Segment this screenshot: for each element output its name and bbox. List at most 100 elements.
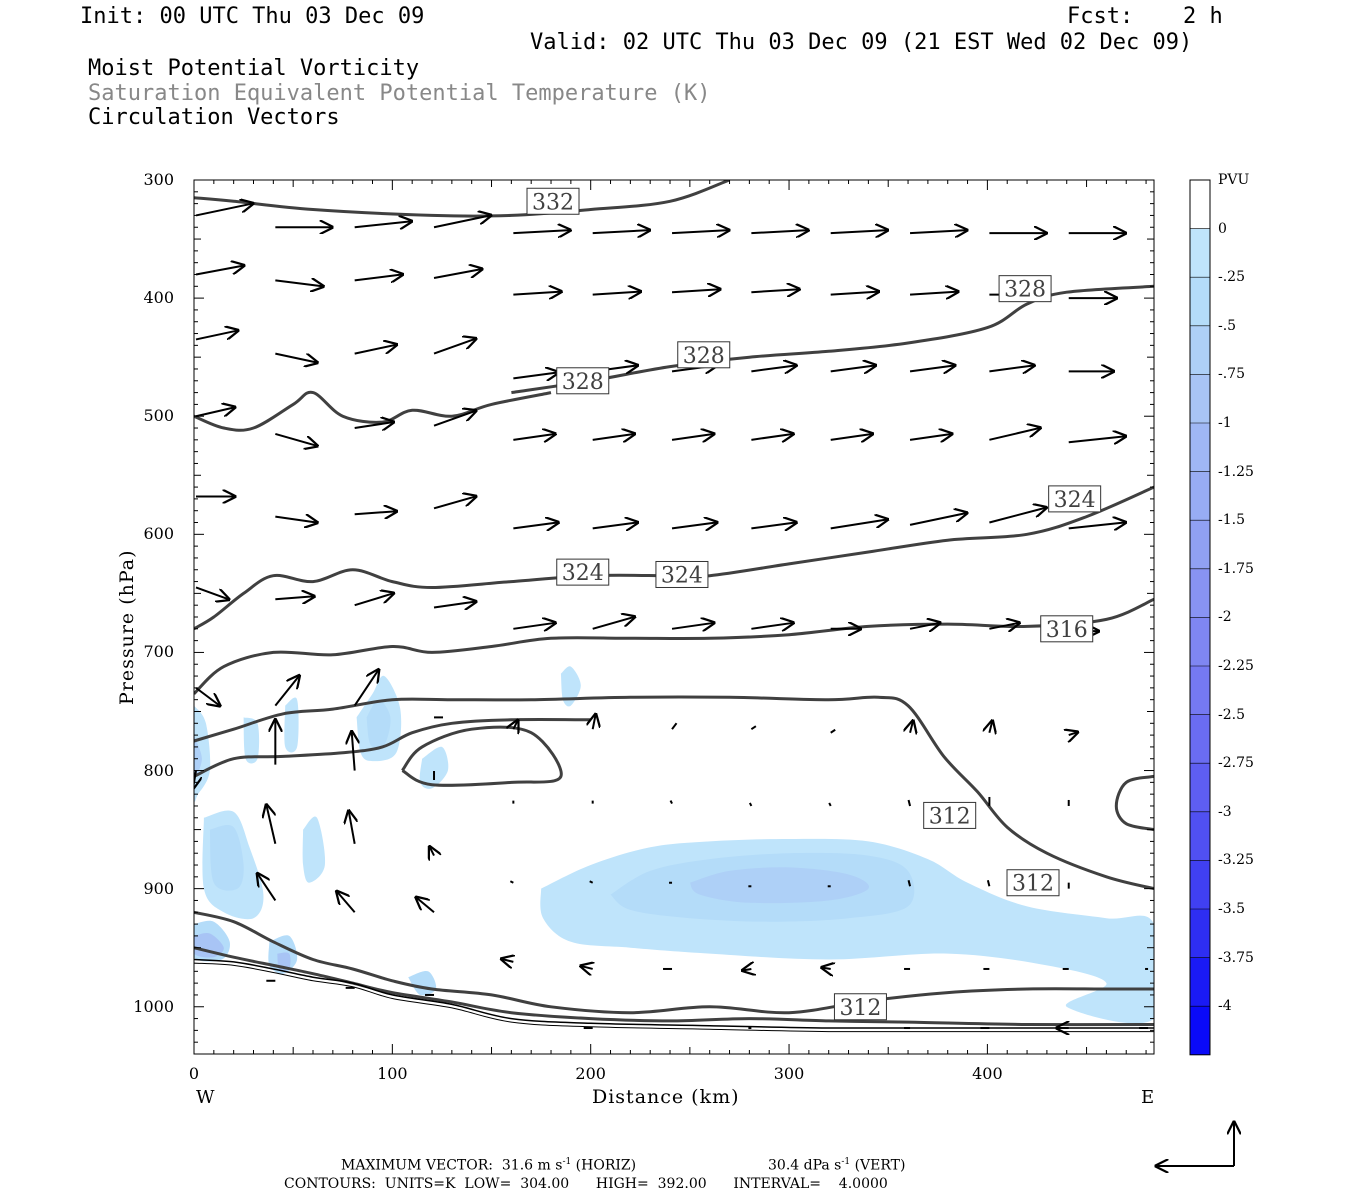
horiz-unit-exp: -1 [562, 1157, 572, 1167]
colorbar [1189, 179, 1211, 1056]
circulation-vector [909, 292, 958, 295]
contour-label-box [1040, 615, 1094, 643]
circulation-vector [989, 428, 1040, 441]
colorbar-label: -.25 [1218, 269, 1245, 286]
colorbar-swatch [1190, 325, 1210, 375]
mpv-region [366, 699, 391, 748]
mpv-region [689, 867, 870, 904]
x-tick-label: 100 [377, 1064, 408, 1083]
west-label: W [196, 1087, 215, 1108]
circulation-vector [195, 265, 244, 276]
y-tick-label: 400 [143, 288, 174, 308]
vert-vector-line: 30.4 dPa s-1 (VERT) [768, 1157, 905, 1174]
horiz-tag: (HORIZ) [575, 1157, 637, 1174]
circulation-vector [433, 269, 482, 280]
reference-vector-icon [1156, 1122, 1234, 1166]
circulation-vector [433, 215, 491, 229]
colorbar-swatch [1190, 568, 1210, 618]
circulation-vector [909, 434, 952, 440]
colorbar-swatch [1190, 617, 1210, 666]
colorbar-swatch [1190, 714, 1210, 764]
legend-theta-es: Saturation Equivalent Potential Temperat… [88, 81, 711, 106]
circulation-vector [589, 880, 594, 884]
contour-label-box [833, 993, 887, 1021]
contour-label: 324 [562, 561, 604, 586]
circulation-vector [909, 365, 955, 371]
theta-contour [194, 718, 591, 778]
colorbar-label: -3.75 [1218, 949, 1254, 966]
contour-label-box [923, 801, 977, 829]
colorbar-swatch [1190, 228, 1210, 278]
x-tick-label: 400 [972, 1064, 1003, 1083]
circulation-vector [986, 880, 991, 887]
circulation-vector [751, 522, 796, 528]
mpv-region [284, 697, 299, 753]
forecast-label: Fcst: [1067, 4, 1134, 29]
theta-contour [194, 910, 1154, 1015]
contour-label: 324 [1054, 488, 1096, 513]
y-tick-label: 300 [143, 170, 174, 189]
colorbar-swatch [1190, 860, 1210, 909]
circulation-vector [828, 802, 832, 807]
mpv-region [419, 746, 449, 789]
contour-label: 328 [562, 370, 604, 395]
vert-unit-exp: -1 [841, 1157, 851, 1167]
contour-label: 316 [1046, 618, 1088, 643]
circulation-vector [501, 959, 513, 962]
circulation-vector [592, 292, 641, 295]
contour-info: CONTOURS: UNITS=K LOW= 304.00 HIGH= 392.… [284, 1176, 888, 1192]
contour-label-box [526, 187, 580, 215]
max-vector-line: MAXIMUM VECTOR: 31.6 m s-1 (HORIZ) [341, 1157, 636, 1174]
colorbar-label: 0 [1218, 220, 1227, 237]
theta-contour [401, 725, 563, 787]
circulation-vector [433, 411, 476, 427]
contour-label-box [1006, 869, 1060, 897]
theta-contour [194, 180, 731, 218]
circulation-vector [989, 508, 1046, 524]
y-tick-label: 1000 [133, 996, 174, 1016]
circulation-vector [669, 800, 673, 805]
circulation-vector [513, 434, 555, 440]
circulation-vector [671, 289, 720, 292]
contour-label: 324 [661, 563, 703, 588]
circulation-vector [1069, 732, 1078, 735]
circulation-vector [349, 811, 355, 844]
circulation-vector [354, 221, 412, 227]
mpv-region [302, 816, 326, 883]
circulation-vector [195, 203, 253, 217]
circulation-vector [513, 720, 518, 729]
colorbar-label: -2.25 [1218, 658, 1254, 674]
colorbar-swatch [1190, 471, 1210, 521]
circulation-vector [909, 623, 940, 629]
circulation-vector [671, 522, 717, 528]
circulation-vector [593, 714, 596, 730]
circulation-vector [830, 365, 876, 371]
y-tick-label: 900 [143, 878, 174, 898]
horiz-unit: m s [537, 1157, 563, 1174]
circulation-vector [750, 725, 757, 731]
circulation-vector [275, 280, 323, 286]
circulation-vector [830, 230, 888, 233]
max-vector-label: MAXIMUM VECTOR: [341, 1157, 493, 1174]
circulation-vector [751, 230, 808, 233]
circulation-vector [671, 434, 714, 440]
colorbar-swatch [1190, 374, 1210, 423]
x-tick-label: 300 [773, 1064, 805, 1083]
circulation-vector [751, 623, 793, 629]
circulation-vector [257, 873, 277, 902]
theta-contour [194, 946, 1154, 1027]
circulation-vector [433, 339, 476, 355]
y-tick-label: 500 [143, 406, 174, 426]
circulation-vector [830, 434, 873, 440]
contour-label: 332 [532, 190, 574, 215]
circulation-vector [592, 617, 635, 630]
circulation-vector [907, 880, 912, 887]
colorbar-label: -3 [1218, 803, 1232, 820]
circulation-vector [433, 496, 476, 510]
colorbar-label: -2.5 [1218, 706, 1245, 723]
circulation-vector [430, 847, 435, 856]
contour-label: 312 [929, 804, 971, 829]
colorbar-swatch [1190, 957, 1210, 1007]
contour-label: 312 [1012, 872, 1054, 897]
circulation-vector [830, 292, 879, 295]
